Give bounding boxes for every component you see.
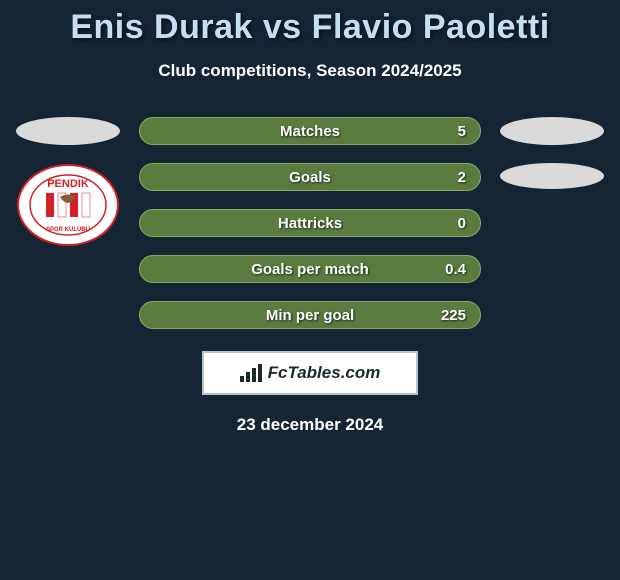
vs-label: vs (263, 8, 302, 46)
stat-value: 0 (440, 215, 480, 232)
content-row: PENDIK SPOR KULÜBÜ Matches 5 Goals 2 (0, 117, 620, 329)
right-column (497, 117, 607, 189)
subtitle: Club competitions, Season 2024/2025 (0, 61, 620, 81)
stat-label: Goals (140, 169, 480, 186)
player1-club-badge-icon: PENDIK SPOR KULÜBÜ (16, 163, 120, 247)
stat-row: Matches 5 (139, 117, 481, 145)
stat-value: 225 (427, 307, 480, 324)
player1-flag-icon (16, 117, 120, 145)
date-text: 23 december 2024 (0, 415, 620, 435)
stat-label: Goals per match (140, 261, 480, 278)
stat-label: Hattricks (140, 215, 480, 232)
club-sub-text: SPOR KULÜBÜ (46, 226, 90, 233)
player2-club-flag-icon (500, 163, 604, 189)
club-name-text: PENDIK (47, 178, 89, 190)
brand-bars-icon (240, 364, 262, 382)
player1-name: Enis Durak (70, 8, 253, 46)
stats-column: Matches 5 Goals 2 Hattricks 0 Goals per … (139, 117, 481, 329)
comparison-title: Enis Durak vs Flavio Paoletti (0, 8, 620, 47)
stat-label: Matches (140, 123, 480, 140)
stat-value: 0.4 (431, 261, 480, 278)
stat-row: Hattricks 0 (139, 209, 481, 237)
player2-name: Flavio Paoletti (312, 8, 550, 46)
stat-row: Goals per match 0.4 (139, 255, 481, 283)
brand-logo[interactable]: FcTables.com (202, 351, 418, 395)
left-column: PENDIK SPOR KULÜBÜ (13, 117, 123, 247)
stat-value: 2 (440, 169, 480, 186)
stat-row: Goals 2 (139, 163, 481, 191)
stat-value: 5 (440, 123, 480, 140)
player2-flag-icon (500, 117, 604, 145)
brand-text: FcTables.com (268, 363, 381, 383)
stat-row: Min per goal 225 (139, 301, 481, 329)
